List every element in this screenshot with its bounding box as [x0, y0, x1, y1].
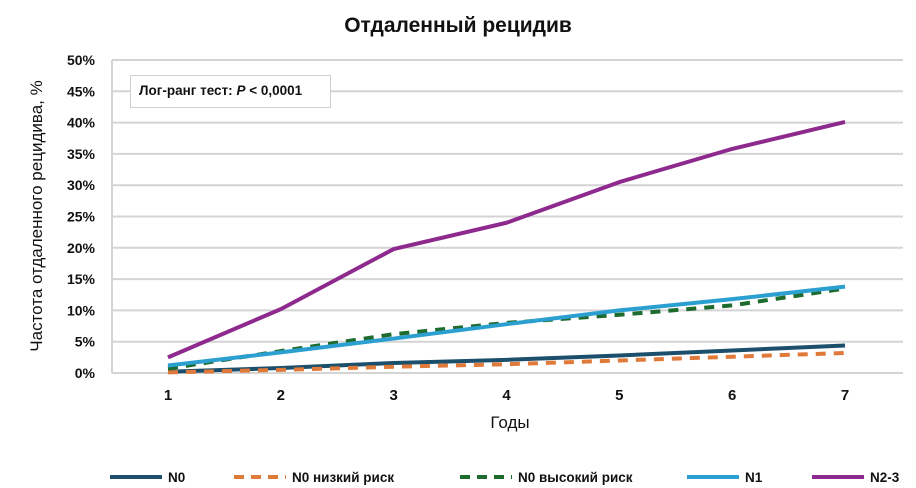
legend-swatch-icon	[234, 475, 286, 479]
legend-label: N0	[168, 469, 186, 485]
svg-text:7: 7	[841, 387, 849, 404]
svg-text:45%: 45%	[67, 83, 96, 99]
legend-swatch-icon	[687, 475, 739, 479]
legend-label: N0 низкий риск	[292, 469, 395, 485]
svg-text:6: 6	[728, 387, 736, 404]
series-line	[167, 286, 846, 371]
svg-text:25%: 25%	[67, 209, 96, 225]
svg-text:0%: 0%	[75, 365, 96, 381]
legend-swatch-icon	[110, 475, 162, 479]
annotation-p: P	[236, 83, 246, 98]
svg-text:40%: 40%	[67, 115, 96, 131]
y-axis-ticks: 0% 5% 10% 15% 20% 25% 30% 35% 40% 45% 50%	[67, 52, 96, 381]
legend-item-n0-low-risk: N0 низкий риск	[234, 466, 394, 488]
legend-label: N1	[745, 469, 763, 485]
series-line	[167, 120, 846, 360]
svg-text:1: 1	[164, 387, 172, 404]
legend-item-n0: N0	[110, 466, 185, 488]
svg-text:50%: 50%	[67, 52, 96, 68]
svg-text:20%: 20%	[67, 240, 96, 256]
plot-area: 0% 5% 10% 15% 20% 25% 30% 35% 40% 45% 50% 1 2 3 4 5 6 7	[67, 52, 903, 404]
x-axis-ticks: 1 2 3 4 5 6 7	[164, 387, 849, 404]
svg-text:5: 5	[615, 387, 623, 404]
y-axis-label: Частота отдаленного рецидива, %	[27, 80, 46, 352]
svg-text:15%: 15%	[67, 271, 96, 287]
svg-text:35%: 35%	[67, 146, 96, 162]
svg-text:30%: 30%	[67, 177, 96, 193]
legend-swatch-icon	[460, 475, 512, 479]
legend-swatch-icon	[812, 475, 864, 479]
annotation-suffix: < 0,0001	[245, 83, 303, 98]
legend-item-n0-high-risk: N0 высокий риск	[460, 466, 633, 488]
series-lines	[167, 120, 846, 375]
legend-item-n2-3: N2-3	[812, 466, 899, 488]
svg-text:3: 3	[389, 387, 397, 404]
legend: N0 N0 низкий риск N0 высокий риск N1 N2-…	[0, 466, 916, 488]
svg-text:2: 2	[277, 387, 285, 404]
x-axis-label: Годы	[490, 413, 530, 432]
annotation-prefix: Лог-ранг тест:	[139, 83, 237, 98]
series-line	[167, 343, 846, 374]
gridlines	[111, 59, 903, 374]
svg-text:5%: 5%	[75, 334, 96, 350]
series-line	[167, 284, 846, 368]
svg-text:10%: 10%	[67, 302, 96, 318]
series-line	[167, 350, 846, 375]
legend-label: N0 высокий риск	[518, 469, 633, 485]
chart-title: Отдаленный рецидив	[344, 14, 572, 37]
legend-item-n1: N1	[687, 466, 762, 488]
svg-text:4: 4	[502, 387, 511, 404]
legend-label: N2-3	[870, 469, 900, 485]
logrank-annotation: Лог-ранг тест: P < 0,0001	[130, 75, 331, 108]
